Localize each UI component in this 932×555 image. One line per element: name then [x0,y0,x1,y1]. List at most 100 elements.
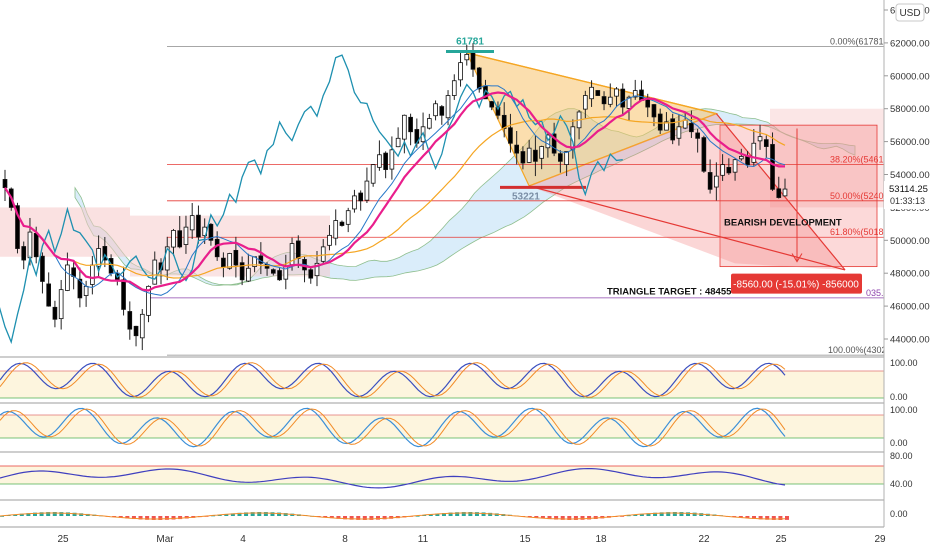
macd-histogram-bar [125,516,130,519]
candle-body [689,122,694,133]
candle-body [327,234,332,246]
time-tick-label: 18 [595,534,607,545]
macd-histogram-bar [620,516,625,517]
candle-body [763,139,769,147]
time-tick-label: Mar [156,534,174,545]
macd-histogram-bar [534,516,539,518]
candle-body [470,51,476,70]
macd-histogram-bar [46,512,51,516]
fib-level-label: 61.80%(50187 [830,227,889,237]
macd-histogram-bar [527,516,532,518]
candle-body [2,179,8,189]
candle-body [295,240,301,259]
macd-histogram-bar [65,512,70,516]
price-tick-label: 60000.00 [890,71,930,82]
macd-histogram-bar [435,513,440,516]
candle-body [445,95,451,119]
fib-level-label: 100.00%(43021 [828,345,892,355]
candle-body [52,306,58,320]
oscillator-k-line [0,362,786,398]
macd-histogram-bar [771,516,776,520]
candle-body [495,106,501,116]
macd-histogram-bar [131,516,136,520]
indicator-tick-label: 0.00 [890,438,908,448]
macd-histogram-bar [732,516,737,517]
macd-histogram-bar [626,515,631,517]
indicator-panes [0,362,884,520]
candle-body [146,285,151,316]
measure-arrow-head [791,253,803,263]
candle-body [433,103,438,117]
target-label: TRIANGLE TARGET : 48455 [607,286,732,297]
low-label: 53221 [512,191,540,202]
macd-histogram-bar [428,514,433,516]
candle-body [726,167,732,174]
candle-body [626,96,632,109]
candle-body [40,255,45,282]
tenkan-line [4,84,786,296]
time-tick-label: 25 [57,534,69,545]
macd-histogram-bar [224,514,229,516]
candle-body [339,221,345,226]
measure-badge [731,273,862,294]
macd-signal-line [0,512,786,520]
candle-body [558,153,563,162]
candle-body [564,151,569,165]
macd-histogram-bar [59,512,64,516]
macd-histogram-bar [587,516,592,520]
last-price-label: 53114.25 [889,184,928,195]
time-axis[interactable]: 25 Mar 4 8 11 15 18 22 25 29 [57,534,886,545]
candle-body [714,175,719,188]
candle-body [377,154,382,168]
macd-histogram-bar [270,512,275,516]
macd-histogram-bar [481,512,486,516]
macd-histogram-bar [633,514,638,516]
candle-body [427,118,432,129]
candle-body [701,137,707,172]
bearish-projection [529,113,845,270]
macd-histogram-bar [461,512,466,516]
macd-histogram-bar [356,516,361,520]
indicator-tick-label: 100.00 [890,405,918,415]
macd-histogram-bar [686,512,691,516]
candle-body [776,188,782,198]
macd-histogram-bar [257,512,262,516]
candle-body [308,269,314,279]
macd-histogram-bar [158,516,163,520]
candle-body [239,262,245,281]
macd-histogram-bar [455,512,460,516]
candle-body [664,121,669,131]
candle-body [27,231,33,259]
macd-histogram-bar [573,516,578,520]
candle-body [277,270,282,281]
indicator-tick-label: 100.00 [890,358,918,368]
macd-histogram-bar [32,512,37,516]
macd-histogram-bar [171,516,176,520]
candle-body [476,67,482,90]
macd-histogram-bar [230,513,235,516]
time-tick-label: 8 [342,534,348,545]
candle-body [383,152,388,170]
macd-histogram-bar [13,514,18,516]
macd-histogram-bar [343,516,348,520]
price-tick-label: 48000.00 [890,269,930,280]
macd-histogram-bar [26,513,31,516]
candle-body [177,230,183,248]
macd-histogram-bar [415,515,420,517]
candle-body [65,264,70,291]
candle-body [533,149,538,162]
candle-body [589,86,594,100]
macd-histogram-bar [145,516,150,520]
annotations: 61781 53221 BEARISH DEVELOPMENT TRIANGLE TA… [446,37,892,355]
currency-badge[interactable] [895,3,925,22]
candle-body [152,259,158,285]
candle-body [83,285,89,296]
candle-body [489,101,495,108]
candle-body [707,172,713,190]
candle-body [595,90,601,96]
candle-body [314,262,320,277]
candle-body [171,230,176,248]
macd-histogram-bar [349,516,354,520]
